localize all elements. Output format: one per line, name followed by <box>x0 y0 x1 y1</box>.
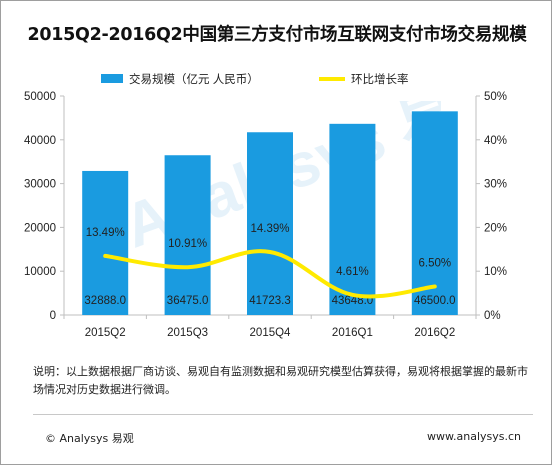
growth-rate-label: 6.50% <box>418 258 451 270</box>
growth-rate-point <box>186 265 190 269</box>
chart-axes: 0 10000 20000 30000 40000 50000 0% 10% 20% 30% 40%… <box>24 91 507 339</box>
footnote: 说明：以上数据根据厂商访谈、易观自有监测数据和易观研究模型估算获得，易观将根据掌… <box>33 365 528 396</box>
growth-rate-point <box>103 254 107 258</box>
y-left-tick-label: 10000 <box>24 266 56 278</box>
growth-rate-label: 14.39% <box>250 223 289 235</box>
bar-value-label: 36475.0 <box>167 295 209 307</box>
y-right-tick-label: 50% <box>484 91 507 103</box>
chart-legend: 交易规模（亿元 人民币） 环比增长率 <box>101 72 409 86</box>
y-right-tick-label: 30% <box>484 179 507 191</box>
y-left-tick-label: 50000 <box>24 91 56 103</box>
growth-rate-point <box>268 250 272 254</box>
y-left-tick-label: 30000 <box>24 179 56 191</box>
y-right-tick-label: 10% <box>484 266 507 278</box>
bar-value-label: 41723.3 <box>249 295 291 307</box>
x-tick-label: 2015Q2 <box>85 327 126 339</box>
legend-bar-label: 交易规模（亿元 人民币） <box>129 72 259 86</box>
footer-brand: © Analysys 易观 <box>45 432 134 445</box>
bar-series <box>82 111 458 315</box>
footer-divider <box>33 414 533 415</box>
growth-rate-point <box>433 285 437 289</box>
growth-rate-label: 4.61% <box>336 266 369 278</box>
x-tick-label: 2016Q2 <box>414 327 455 339</box>
bar-value-label: 46500.0 <box>414 295 456 307</box>
footer-url[interactable]: www.analysys.cn <box>427 430 521 443</box>
bar <box>329 123 376 315</box>
y-left-tick-label: 0 <box>50 310 56 322</box>
bar <box>164 155 211 315</box>
x-tick-label: 2016Q1 <box>332 327 373 339</box>
y-right-tick-label: 40% <box>484 135 507 147</box>
growth-rate-point <box>350 293 354 297</box>
line-value-labels: 13.49% 10.91% 14.39% 4.61% 6.50% <box>86 223 451 278</box>
bar <box>247 132 293 315</box>
bar <box>411 111 458 315</box>
chart-canvas: 交易规模（亿元 人民币） 环比增长率 0 10000 20000 30000 40000 5… <box>24 72 507 339</box>
growth-rate-label: 10.91% <box>168 238 207 250</box>
legend-bar-swatch <box>101 74 123 83</box>
bar-value-label: 32888.0 <box>84 295 126 307</box>
y-left-tick-label: 20000 <box>24 222 56 234</box>
x-tick-label: 2015Q3 <box>167 327 208 339</box>
x-tick-label: 2015Q4 <box>250 327 292 339</box>
legend-line-swatch <box>319 77 345 81</box>
bar <box>82 170 129 315</box>
line-series <box>103 249 437 299</box>
y-right-tick-label: 20% <box>484 222 507 234</box>
y-right-tick-label: 0% <box>484 310 501 322</box>
legend-line-label: 环比增长率 <box>351 72 409 86</box>
chart-title: 2015Q2-2016Q2中国第三方支付市场互联网支付市场交易规模 <box>27 25 527 45</box>
y-left-tick-label: 40000 <box>24 135 56 147</box>
growth-rate-label: 13.49% <box>86 227 125 239</box>
bar-value-labels: 32888.0 36475.0 41723.3 43648.0 46500.0 <box>84 295 455 307</box>
